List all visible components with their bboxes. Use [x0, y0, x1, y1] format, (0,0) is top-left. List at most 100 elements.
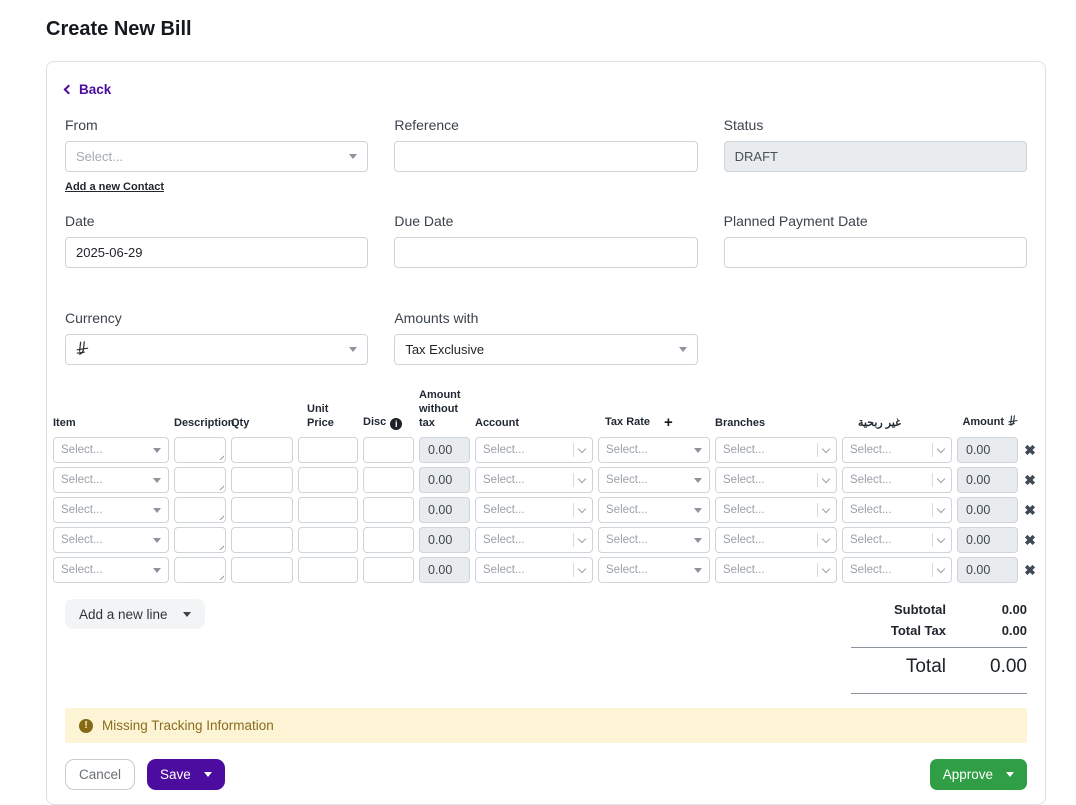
cancel-button[interactable]: Cancel	[65, 759, 136, 791]
action-bar: Cancel Save Approve	[65, 759, 1027, 791]
totals-divider	[851, 693, 1027, 695]
non-profit-select[interactable]: Select...	[842, 467, 952, 494]
tax-rate-select[interactable]: Select...	[598, 557, 710, 584]
info-icon[interactable]: i	[390, 418, 403, 431]
tax-rate-select[interactable]: Select...	[598, 497, 710, 524]
alert-icon: !	[79, 718, 93, 733]
chevron-down-icon	[932, 503, 946, 518]
disc-input[interactable]	[363, 527, 414, 554]
back-label: Back	[79, 82, 112, 97]
non-profit-select[interactable]: Select...	[842, 527, 952, 554]
disc-input[interactable]	[363, 557, 414, 584]
back-button[interactable]: Back	[63, 82, 112, 97]
amount-text: 0.00	[966, 533, 991, 548]
non-profit-select[interactable]: Select...	[842, 437, 952, 464]
branches-select[interactable]: Select...	[715, 467, 837, 494]
branches-select[interactable]: Select...	[715, 497, 837, 524]
due-date-input[interactable]	[394, 237, 698, 268]
save-button[interactable]: Save	[147, 759, 225, 791]
delete-row-icon[interactable]: ✖	[1024, 532, 1036, 549]
qty-input[interactable]	[231, 497, 293, 524]
branches-select[interactable]: Select...	[715, 437, 837, 464]
unit-price-input[interactable]	[298, 497, 358, 524]
non-profit-select[interactable]: Select...	[842, 557, 952, 584]
disc-input[interactable]	[363, 497, 414, 524]
qty-input[interactable]	[231, 467, 293, 494]
description-input[interactable]	[174, 437, 226, 464]
item-select[interactable]: Select...	[53, 497, 169, 524]
totals-panel: Subtotal 0.00 Total Tax 0.00 Total 0.00	[851, 599, 1027, 695]
add-line-button[interactable]: Add a new line	[65, 599, 205, 630]
chevron-down-icon	[932, 473, 946, 488]
account-select[interactable]: Select...	[475, 497, 593, 524]
account-select[interactable]: Select...	[475, 527, 593, 554]
account-select[interactable]: Select...	[475, 437, 593, 464]
add-contact-link[interactable]: Add a new Contact	[65, 181, 165, 193]
qty-input[interactable]	[231, 557, 293, 584]
resize-handle-icon[interactable]	[216, 512, 224, 521]
totals-divider	[851, 647, 1027, 649]
dropdown-arrow-icon	[694, 507, 702, 513]
delete-row-icon[interactable]: ✖	[1024, 502, 1036, 519]
branches-select-value: Select...	[723, 534, 765, 547]
tax-rate-header-label: Tax Rate	[605, 415, 651, 428]
amounts-with-select[interactable]: Tax Exclusive	[394, 334, 698, 365]
chevron-down-icon	[817, 473, 831, 488]
resize-handle-icon[interactable]	[216, 452, 224, 461]
from-select[interactable]: Select...	[65, 141, 369, 172]
item-select[interactable]: Select...	[53, 437, 169, 464]
branches-select[interactable]: Select...	[715, 557, 837, 584]
description-input[interactable]	[174, 467, 226, 494]
item-select[interactable]: Select...	[53, 467, 169, 494]
chevron-down-icon	[817, 533, 831, 548]
amount-value: 0.00	[957, 467, 1018, 494]
total-tax-label: Total Tax	[890, 623, 946, 639]
non-profit-select-value: Select...	[850, 474, 892, 487]
chevron-down-icon	[932, 533, 946, 548]
amount-without-tax-value: 0.00	[419, 557, 470, 584]
status-value: DRAFT	[723, 141, 1027, 172]
chevron-down-icon	[573, 563, 587, 578]
amount-value: 0.00	[957, 557, 1018, 584]
disc-input[interactable]	[363, 437, 414, 464]
amount-value: 0.00	[957, 437, 1018, 464]
resize-handle-icon[interactable]	[216, 542, 224, 551]
non-profit-select[interactable]: Select...	[842, 497, 952, 524]
delete-row-icon[interactable]: ✖	[1024, 562, 1036, 579]
qty-input[interactable]	[231, 527, 293, 554]
subtotal-label: Subtotal	[894, 602, 946, 618]
delete-row-icon[interactable]: ✖	[1024, 472, 1036, 489]
unit-price-input[interactable]	[298, 527, 358, 554]
planned-payment-date-input[interactable]	[723, 237, 1027, 268]
item-select-value: Select...	[61, 444, 103, 457]
tax-rate-select[interactable]: Select...	[598, 437, 710, 464]
branches-select[interactable]: Select...	[715, 527, 837, 554]
disc-input[interactable]	[363, 467, 414, 494]
amount-header-label: Amount	[962, 415, 1004, 428]
qty-input[interactable]	[231, 437, 293, 464]
amount-text: 0.00	[966, 443, 991, 458]
account-select[interactable]: Select...	[475, 557, 593, 584]
item-select[interactable]: Select...	[53, 527, 169, 554]
unit-price-input[interactable]	[298, 437, 358, 464]
reference-input[interactable]	[394, 141, 698, 172]
tax-rate-select[interactable]: Select...	[598, 467, 710, 494]
table-footer: Add a new line Subtotal 0.00 Total Tax 0…	[65, 599, 1027, 695]
tax-rate-select[interactable]: Select...	[598, 527, 710, 554]
account-select-value: Select...	[483, 474, 525, 487]
currency-select[interactable]	[65, 334, 369, 365]
plus-icon[interactable]: +	[664, 414, 673, 432]
resize-handle-icon[interactable]	[216, 482, 224, 491]
chevron-down-icon	[932, 563, 946, 578]
unit-price-input[interactable]	[298, 557, 358, 584]
disc-header-label: Disc	[363, 415, 387, 428]
delete-row-icon[interactable]: ✖	[1024, 442, 1036, 459]
item-select[interactable]: Select...	[53, 557, 169, 584]
approve-button[interactable]: Approve	[929, 759, 1027, 791]
page-title: Create New Bill	[46, 18, 192, 40]
resize-handle-icon[interactable]	[216, 572, 224, 581]
date-input[interactable]	[65, 237, 369, 268]
unit-price-input[interactable]	[298, 467, 358, 494]
chevron-down-icon	[573, 443, 587, 458]
account-select[interactable]: Select...	[475, 467, 593, 494]
